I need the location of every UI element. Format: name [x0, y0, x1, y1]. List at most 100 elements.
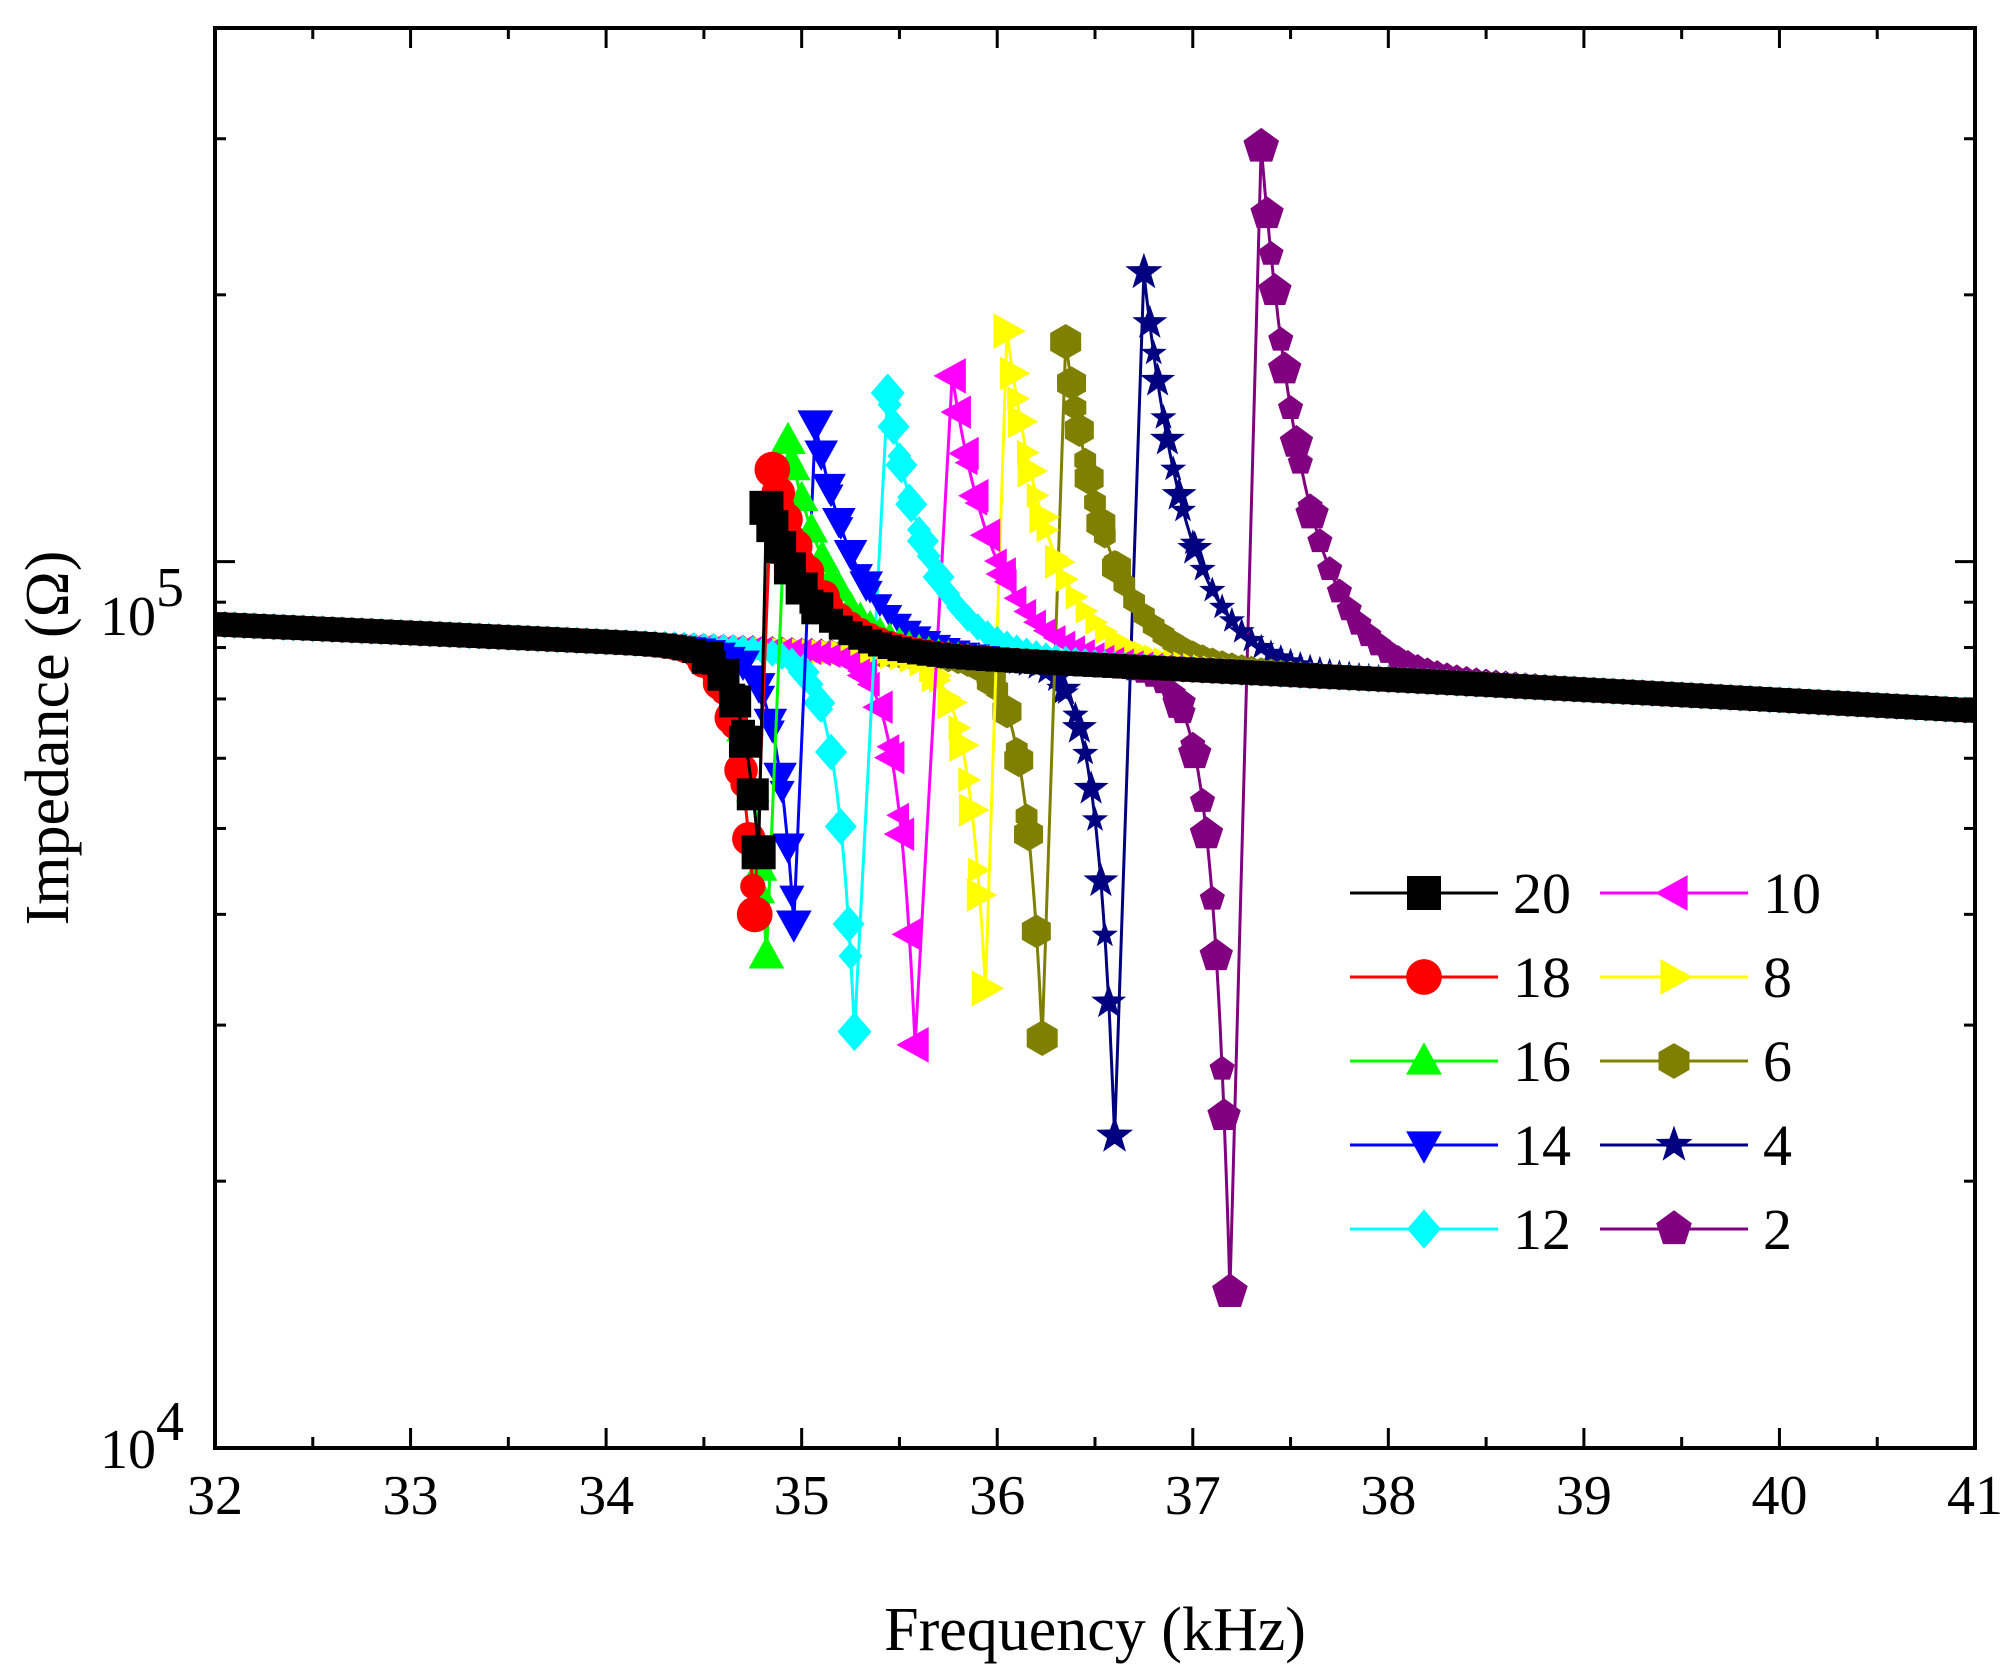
legend-marker-12 — [1407, 1209, 1441, 1249]
legend-item-20: 20 — [1350, 861, 1571, 926]
x-tick-label: 41 — [1947, 1465, 2003, 1527]
legend-label-2: 2 — [1763, 1197, 1792, 1262]
point-10 — [883, 817, 915, 851]
point-12 — [995, 630, 1019, 659]
point-8 — [1065, 584, 1089, 610]
x-tick-label: 39 — [1556, 1465, 1612, 1527]
point-14 — [822, 507, 856, 539]
point-8 — [1029, 500, 1060, 534]
point-10 — [1013, 598, 1037, 625]
point-6-max — [1050, 323, 1082, 360]
point-8 — [1026, 482, 1050, 509]
legend-label-14: 14 — [1513, 1113, 1571, 1178]
point-6 — [1086, 506, 1116, 541]
point-12 — [803, 684, 836, 722]
point-8 — [968, 857, 991, 883]
point-2 — [1189, 816, 1224, 849]
point-12 — [838, 942, 863, 970]
point-10 — [940, 395, 971, 429]
legend-marker-14 — [1406, 1131, 1442, 1164]
point-6 — [1102, 550, 1132, 585]
point-4 — [1140, 339, 1167, 365]
point-8-min — [971, 970, 1005, 1007]
legend-item-18: 18 — [1350, 945, 1571, 1010]
legend-label-16: 16 — [1513, 1029, 1571, 1094]
point-4 — [1199, 576, 1226, 602]
point-14-max — [797, 410, 834, 443]
point-14-min — [775, 910, 812, 943]
point-4 — [1267, 644, 1294, 669]
y-tick-base-10e5: 10 — [100, 586, 156, 648]
legend-marker-20 — [1407, 876, 1441, 910]
legend-label-4: 4 — [1763, 1113, 1792, 1178]
point-6 — [976, 664, 1006, 698]
point-2 — [1199, 885, 1225, 910]
point-6 — [1064, 395, 1087, 421]
point-10 — [874, 740, 905, 775]
point-10 — [808, 641, 831, 667]
legend-marker-6 — [1658, 1043, 1690, 1079]
legend: 20 18 16 14 12 10 8 6 4 2 — [1350, 861, 1821, 1262]
point-8 — [937, 685, 968, 720]
point-4-max — [1125, 252, 1163, 289]
point-2 — [1317, 556, 1343, 581]
point-10 — [798, 639, 822, 666]
point-16-max — [770, 421, 806, 455]
y-axis-title: Impedance (Ω) — [14, 551, 82, 926]
point-2 — [1189, 788, 1216, 812]
legend-item-10: 10 — [1600, 861, 1821, 926]
x-axis-title: Frequency (kHz) — [884, 1596, 1306, 1664]
legend-item-6: 6 — [1600, 1029, 1792, 1094]
point-4 — [1257, 639, 1285, 665]
point-20 — [1963, 698, 1975, 723]
point-4 — [1081, 805, 1109, 831]
point-18-min — [736, 896, 773, 933]
point-8 — [958, 767, 982, 793]
legend-marker-8 — [1660, 959, 1693, 995]
point-10 — [886, 802, 910, 828]
legend-marker-16 — [1406, 1042, 1442, 1075]
point-2 — [1268, 326, 1294, 351]
legend-item-8: 8 — [1600, 945, 1792, 1010]
legend-marker-10 — [1655, 875, 1688, 911]
point-2 — [1277, 395, 1304, 420]
y-tick-exp-10e5: 5 — [156, 557, 184, 619]
point-4 — [1046, 671, 1082, 705]
point-10 — [846, 658, 878, 693]
point-2 — [1207, 1098, 1241, 1131]
point-12 — [965, 613, 990, 641]
point-12 — [824, 808, 857, 845]
point-14 — [833, 540, 868, 571]
point-4 — [1160, 455, 1187, 481]
point-14 — [771, 833, 805, 864]
point-12-max — [870, 373, 905, 413]
x-tick-label: 35 — [774, 1465, 830, 1527]
point-2 — [1267, 351, 1302, 384]
x-tick-label: 36 — [969, 1465, 1025, 1527]
point-8 — [949, 728, 980, 763]
point-20-min — [741, 835, 776, 870]
point-4 — [1161, 476, 1197, 510]
point-12 — [779, 647, 804, 676]
legend-label-12: 12 — [1513, 1197, 1571, 1262]
legend-marker-2 — [1656, 1210, 1692, 1245]
legend-label-20: 20 — [1513, 861, 1571, 926]
x-tick-label: 38 — [1360, 1465, 1416, 1527]
point-20 — [691, 641, 724, 674]
point-4 — [1083, 862, 1119, 897]
point-4 — [1209, 593, 1236, 619]
point-8 — [1007, 386, 1030, 412]
point-4 — [1149, 421, 1185, 455]
point-4 — [1218, 606, 1245, 632]
point-14 — [763, 762, 797, 794]
point-8 — [1017, 454, 1049, 488]
point-10 — [862, 690, 893, 725]
point-2-min — [1212, 1273, 1248, 1308]
point-4 — [1062, 701, 1089, 727]
point-2 — [1295, 496, 1329, 529]
point-8 — [1000, 356, 1031, 391]
point-14 — [849, 571, 883, 602]
point-4 — [1189, 555, 1216, 581]
point-8 — [959, 793, 990, 827]
